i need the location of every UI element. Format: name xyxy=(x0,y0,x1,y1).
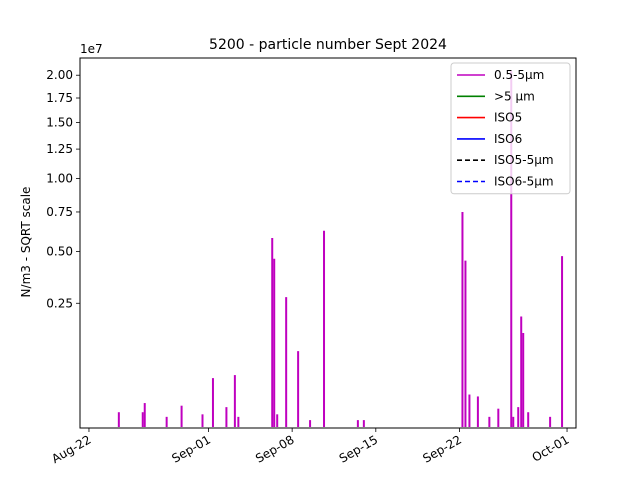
y-tick-label: 2.00 xyxy=(46,68,73,82)
y-tick-label: 1.00 xyxy=(46,172,73,186)
plot-frame xyxy=(79,57,577,429)
legend: 0.5-5µm >5 µm ISO5 ISO6 ISO5-5µm ISO6-5µm xyxy=(450,62,571,195)
chart-title: 5200 - particle number Sept 2024 xyxy=(209,37,447,53)
legend-label: 0.5-5µm xyxy=(494,68,544,82)
x-tick-label: Sep-15 xyxy=(337,432,381,465)
x-tick-label: Sep-01 xyxy=(169,432,213,465)
y-tick-label: 1.25 xyxy=(46,142,73,156)
y-tick-label: 0.75 xyxy=(46,205,73,219)
y-tick-label: 1.75 xyxy=(46,91,73,105)
legend-label: ISO5-5µm xyxy=(494,153,554,167)
y-axis-label: N/m3 - SQRT scale xyxy=(19,187,33,298)
x-tick-label: Sep-08 xyxy=(253,432,297,465)
y-tick-label: 1.50 xyxy=(46,115,73,129)
x-axis: Aug-22 Sep-01 Sep-08 Sep-15 Sep-22 Oct-01 xyxy=(49,428,572,466)
x-tick-label: Aug-22 xyxy=(49,432,93,466)
x-tick-label: Oct-01 xyxy=(530,432,572,464)
x-tick-label: Sep-22 xyxy=(420,432,464,465)
legend-label: ISO5 xyxy=(494,111,522,125)
legend-label: ISO6 xyxy=(494,132,522,146)
legend-label: ISO6-5µm xyxy=(494,175,554,189)
y-tick-label: 0.50 xyxy=(46,245,73,259)
y-offset-label: 1e7 xyxy=(80,42,103,56)
plot-area xyxy=(117,70,564,427)
y-tick-label: 0.25 xyxy=(46,296,73,310)
y-axis: 0.25 0.50 0.75 1.00 1.25 1.50 1.75 2.00 xyxy=(46,68,80,310)
legend-label: >5 µm xyxy=(494,89,535,103)
